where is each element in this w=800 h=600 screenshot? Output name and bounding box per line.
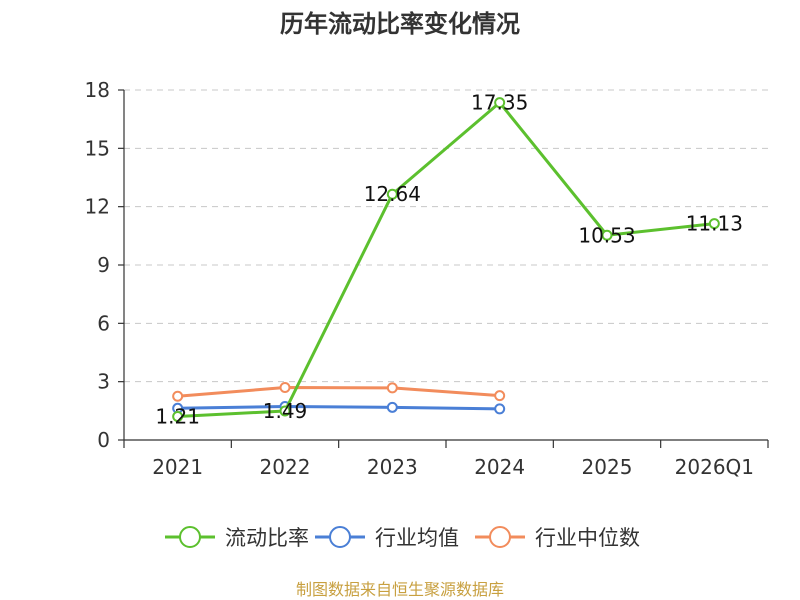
data-label: 10.53 (578, 223, 635, 247)
data-point-0 (601, 229, 613, 241)
axis-layer: 0 3 6 9 12 15 18 2021 2022 2023 2024 2025 2026Q1 (85, 78, 769, 479)
y-tick-label: 0 (97, 428, 110, 452)
data-label: 11.13 (686, 212, 743, 236)
legend-label: 流动比率 (225, 526, 309, 550)
legend-marker (179, 526, 201, 548)
legend-marker (489, 526, 511, 548)
data-point-1 (494, 403, 506, 415)
data-point-2 (279, 382, 291, 393)
series-line-0 (177, 101, 715, 418)
data-point-0 (708, 218, 720, 230)
y-tick-label: 9 (97, 253, 110, 277)
y-tick-label: 6 (97, 311, 110, 335)
data-point-0 (494, 97, 506, 109)
legend-marker (329, 526, 351, 548)
legend-item-2: 行业中位数 (475, 526, 640, 550)
data-point-0 (279, 405, 291, 417)
data-point-2 (172, 390, 184, 402)
data-point-1 (386, 401, 398, 413)
legend: 流动比率 行业均值 行业中位数 (165, 526, 640, 550)
x-tick-label: 2026Q1 (675, 455, 754, 479)
data-label: 1.21 (155, 404, 200, 428)
y-tick-label: 15 (85, 136, 110, 160)
grid-layer (124, 89, 768, 383)
data-point-0 (172, 410, 184, 422)
data-point-2 (386, 382, 398, 394)
legend-item-1: 行业均值 (315, 526, 459, 550)
data-point-2 (494, 390, 506, 402)
data-label-layer: 1.21 1.49 12.64 17.35 10.53 11.13 (155, 91, 743, 429)
x-tick-label: 2024 (474, 455, 525, 479)
x-tick-label: 2023 (367, 455, 418, 479)
legend-label: 行业中位数 (535, 526, 640, 550)
y-tick-label: 3 (97, 370, 110, 394)
data-point-0 (386, 188, 398, 200)
y-tick-label: 18 (85, 78, 110, 102)
data-label: 12.64 (364, 182, 421, 206)
chart-title: 历年流动比率变化情况 (280, 10, 520, 38)
x-tick-label: 2022 (260, 455, 311, 479)
series-layer (172, 97, 720, 422)
legend-item-0: 流动比率 (165, 526, 309, 550)
x-tick-label: 2021 (152, 455, 203, 479)
series-line-1 (177, 405, 500, 411)
series-line-2 (177, 386, 500, 398)
x-tick-label: 2025 (582, 455, 633, 479)
data-label: 17.35 (471, 91, 528, 115)
data-label: 1.49 (263, 399, 308, 423)
y-tick-label: 12 (85, 195, 110, 219)
legend-label: 行业均值 (375, 526, 459, 550)
source-note: 制图数据来自恒生聚源数据库 (296, 580, 504, 599)
